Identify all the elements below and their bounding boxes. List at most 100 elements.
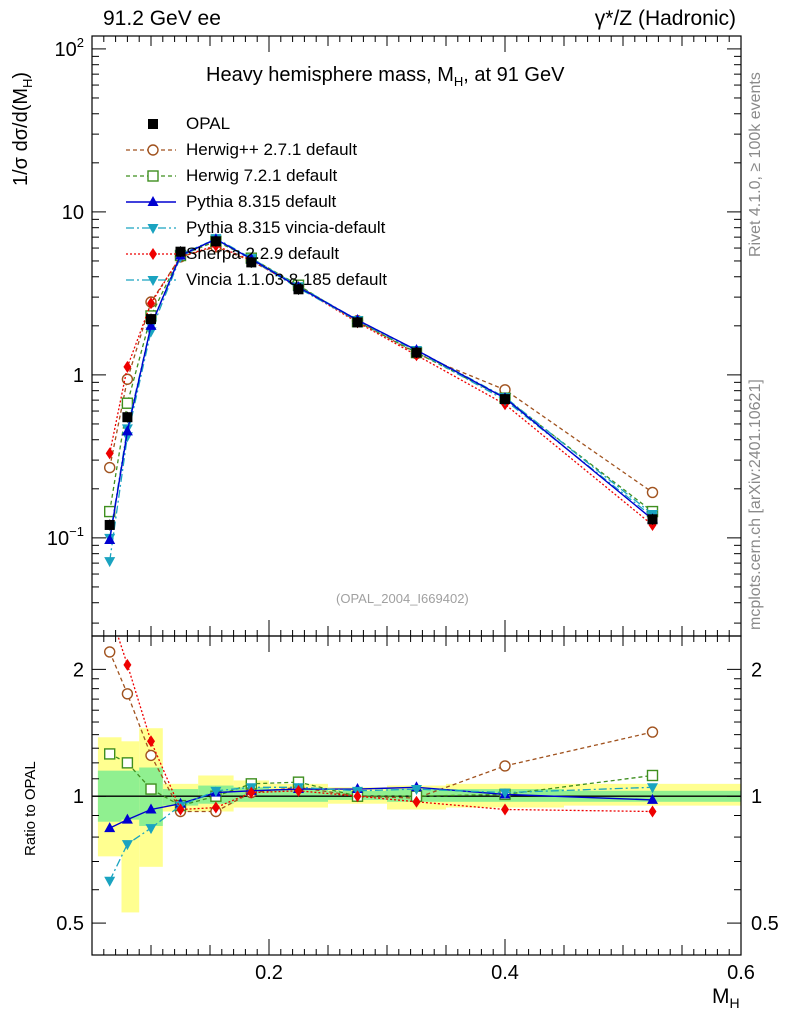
x-axis-label: MH [712,985,740,1011]
legend-marker-vincia [147,276,159,286]
ratio-point-herwig7-1-shape [121,757,134,769]
ratio-point-herwigpp-0-shape [103,646,116,658]
ratio-line-sherpa [117,636,653,813]
ratio-point-sherpa-2 [147,735,155,748]
main-point-sherpa-0 [105,447,114,460]
ratio-point-pythia-0 [104,822,116,833]
legend-marker-pythia [147,196,159,206]
legend-marker-sherpa-shape [149,248,157,260]
legend-label-herwig7: Herwig 7.2.1 default [186,166,338,185]
ratio-point-herwigpp-10 [646,726,659,738]
main-point-pythia-0-shape [104,534,116,545]
legend-marker-pythia_vincia [147,224,159,234]
legend-marker-herwig7-shape [147,170,159,182]
ratio-point-sherpa-9-shape [501,803,509,816]
legend-symbol-sherpa [126,248,176,260]
legend-symbol-vincia [126,276,176,286]
ratio-point-sherpa-3 [176,803,185,816]
main-point-pythia-0 [104,534,116,545]
ratio-frame [91,635,742,956]
legend-label-pythia_vincia: Pythia 8.315 vincia-default [186,218,386,237]
ratio-point-sherpa-10 [648,805,657,818]
main-ylabel: 1/σ dσ/d(MH) [10,72,35,186]
ratio-point-herwig7-2-shape [145,783,157,795]
ratio-point-pythia-10 [647,793,658,804]
ratio-point-pythia_vincia-10 [647,783,658,794]
ratio-ytick-label-left-0: 0.5 [56,913,84,935]
legend-symbol-pythia_vincia [126,224,176,234]
main-title-sub: H [453,74,464,89]
ratio-point-pythia_vincia-1 [121,840,133,851]
legend-label-herwigpp: Herwig++ 2.7.1 default [186,140,358,159]
legend-marker-pythia-shape [147,196,159,206]
legend-symbol-herwig7 [126,170,176,182]
main-ylabel-close: ) [10,71,32,79]
main-line-sherpa [109,245,653,526]
main-point-sherpa-2-shape [147,297,155,310]
ratio-point-sherpa-0 [106,605,114,617]
ratio-point-pythia_vincia-8 [411,785,422,796]
legend-symbol-opal [148,119,158,129]
main-line-pythia_vincia [109,237,653,562]
main-ytick-label-2: 10 [62,202,84,224]
main-point-pythia-1-shape [121,425,133,436]
xtick-label-0: 0.2 [255,962,283,984]
legend-marker-herwigpp-shape [147,144,159,156]
ratio-point-pythia_vincia-4 [210,786,222,797]
ratio-point-sherpa-7 [353,790,362,803]
legend-label-pythia: Pythia 8.315 default [186,192,337,211]
ratio-point-sherpa-1-shape [123,658,132,671]
main-point-herwigpp-0-shape [103,461,116,474]
ratio-point-sherpa-0-shape [106,605,114,617]
main-point-sherpa-1 [123,360,132,373]
main-title: Heavy hemisphere mass, MH, at 91 GeV [206,64,564,89]
legend-marker-pythia_vincia-shape [147,224,159,234]
main-point-pythia-1 [121,425,133,436]
main-title-prefix: Heavy hemisphere mass, M [206,64,454,86]
ratio-point-herwig7-10-shape [646,769,659,782]
main-point-sherpa-1-shape [123,360,132,373]
main-point-pythia-2 [145,319,157,330]
ratio-point-sherpa-4 [211,801,220,814]
ratio-point-herwigpp-0 [103,646,116,658]
main-title-suffix: , at 91 GeV [463,64,565,86]
ratio-point-herwigpp-9 [499,760,511,772]
xtick-label-1: 0.4 [491,962,519,984]
ratio-point-sherpa-1 [123,658,132,671]
main-point-pythia_vincia-0-shape [104,557,116,568]
main-point-herwigpp-10 [646,486,659,499]
ratio-point-herwig7-0 [103,748,116,760]
legend-symbol-herwigpp [126,144,176,156]
rivet-label: Rivet 4.1.0, ≥ 100k events [747,72,764,257]
ratio-point-herwigpp-2 [145,749,157,762]
ratio-point-pythia-10-shape [647,793,658,804]
ratio-ytick-label-right-0: 0.5 [751,913,779,935]
ratio-point-pythia_vincia-9 [499,788,511,799]
ratio-point-pythia-1 [121,813,133,824]
x-axis-label-sub: H [729,995,740,1012]
ratio-point-sherpa-7-shape [353,790,362,803]
ratio-point-herwigpp-1 [121,688,134,700]
ratio-point-pythia_vincia-4-shape [210,786,222,797]
ratio-point-sherpa-8 [412,795,421,808]
legend-marker-sherpa [149,248,157,260]
ratio-point-sherpa-5 [247,786,256,799]
x-axis-label-text: M [712,985,730,1008]
main-point-pythia_vincia-0 [104,557,116,568]
ratio-ytick-label-left-1: 1 [73,786,84,808]
legend-marker-herwig7 [147,170,159,182]
main-ytick-label-0: 10−1 [47,524,84,550]
ratio-point-pythia_vincia-0-shape [104,876,116,887]
ratio-point-herwigpp-1-shape [121,688,134,700]
header-left: 91.2 GeV ee [103,7,221,30]
main-ytick-label-1: 1 [73,365,84,387]
ratio-point-pythia_vincia-9-shape [499,788,511,799]
ratio-point-pythia_vincia-8-shape [411,785,422,796]
main-point-pythia_vincia-2 [145,327,157,338]
ratio-point-herwigpp-2-shape [145,749,157,762]
main-ylabel-sub: H [20,78,35,88]
main-point-pythia-2-shape [145,319,157,330]
legend-marker-herwigpp [147,144,159,156]
ratio-point-herwigpp-9-shape [499,760,511,772]
